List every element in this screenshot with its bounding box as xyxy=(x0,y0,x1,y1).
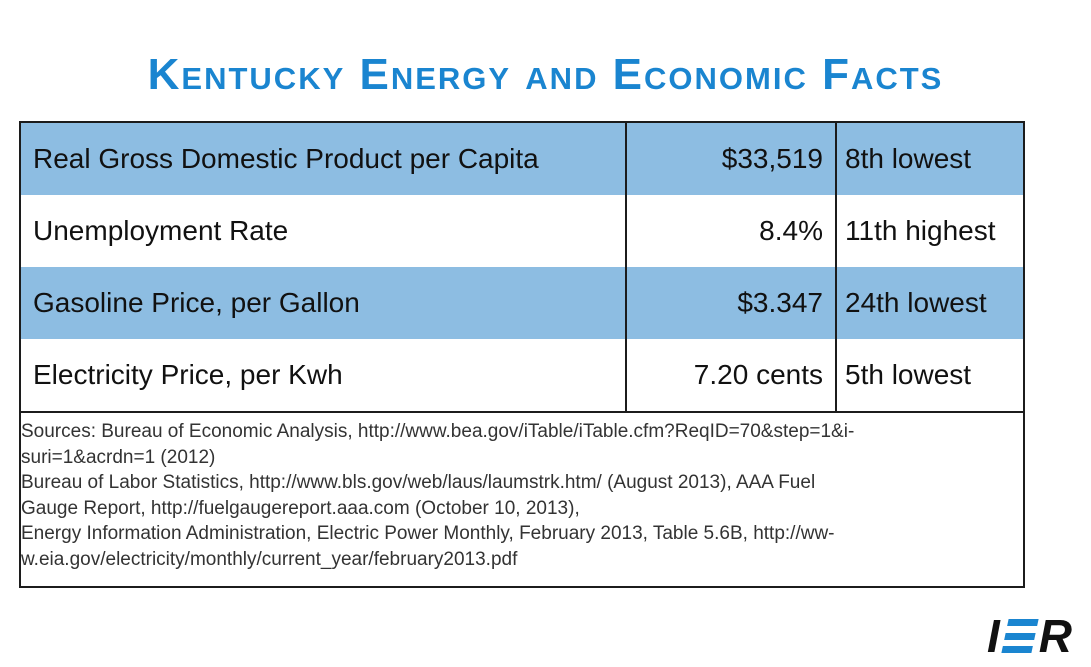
row-label: Real Gross Domestic Product per Capita xyxy=(21,123,627,195)
page-title: Kentucky Energy and Economic Facts xyxy=(147,50,944,99)
row-label: Electricity Price, per Kwh xyxy=(21,339,627,411)
table-row: Gasoline Price, per Gallon $3.347 24th l… xyxy=(21,267,1023,339)
row-rank: 8th lowest xyxy=(845,143,972,174)
facts-table: Real Gross Domestic Product per Capita $… xyxy=(19,121,1025,588)
table-row: Electricity Price, per Kwh 7.20 cents 5t… xyxy=(21,339,1023,411)
row-value: 7.20 cents xyxy=(627,339,837,411)
logo-letter-i: I xyxy=(986,610,1001,662)
row-rank: 5th lowest xyxy=(845,359,972,390)
source-line: Bureau of Labor Statistics, http://www.b… xyxy=(21,472,816,493)
row-label: Unemployment Rate xyxy=(21,195,627,267)
logo-letter-r: R xyxy=(1038,610,1073,662)
row-value: 8.4% xyxy=(627,195,837,267)
table-row: Real Gross Domestic Product per Capita $… xyxy=(21,123,1023,195)
source-line: Gauge Report, http://fuelgaugereport.aaa… xyxy=(21,497,580,519)
source-line: w.eia.gov/electricity/monthly/current_ye… xyxy=(21,548,518,570)
row-rank: 11th highest xyxy=(845,215,996,246)
source-line: Energy Information Administration, Elect… xyxy=(21,523,835,544)
table-row: Unemployment Rate 8.4% 11th highest xyxy=(21,195,1023,267)
row-value: $3.347 xyxy=(627,267,837,339)
ier-e-stripes-icon xyxy=(1001,619,1039,653)
source-line: suri=1&acrdn=1 (2012) xyxy=(21,446,216,468)
row-value: $33,519 xyxy=(627,123,837,195)
ier-logo: I R xyxy=(986,610,1073,662)
sources-note: Sources: Bureau of Economic Analysis, ht… xyxy=(21,411,1023,586)
row-label: Gasoline Price, per Gallon xyxy=(21,267,627,339)
source-line: Sources: Bureau of Economic Analysis, ht… xyxy=(21,421,855,442)
row-rank: 24th lowest xyxy=(845,287,987,318)
